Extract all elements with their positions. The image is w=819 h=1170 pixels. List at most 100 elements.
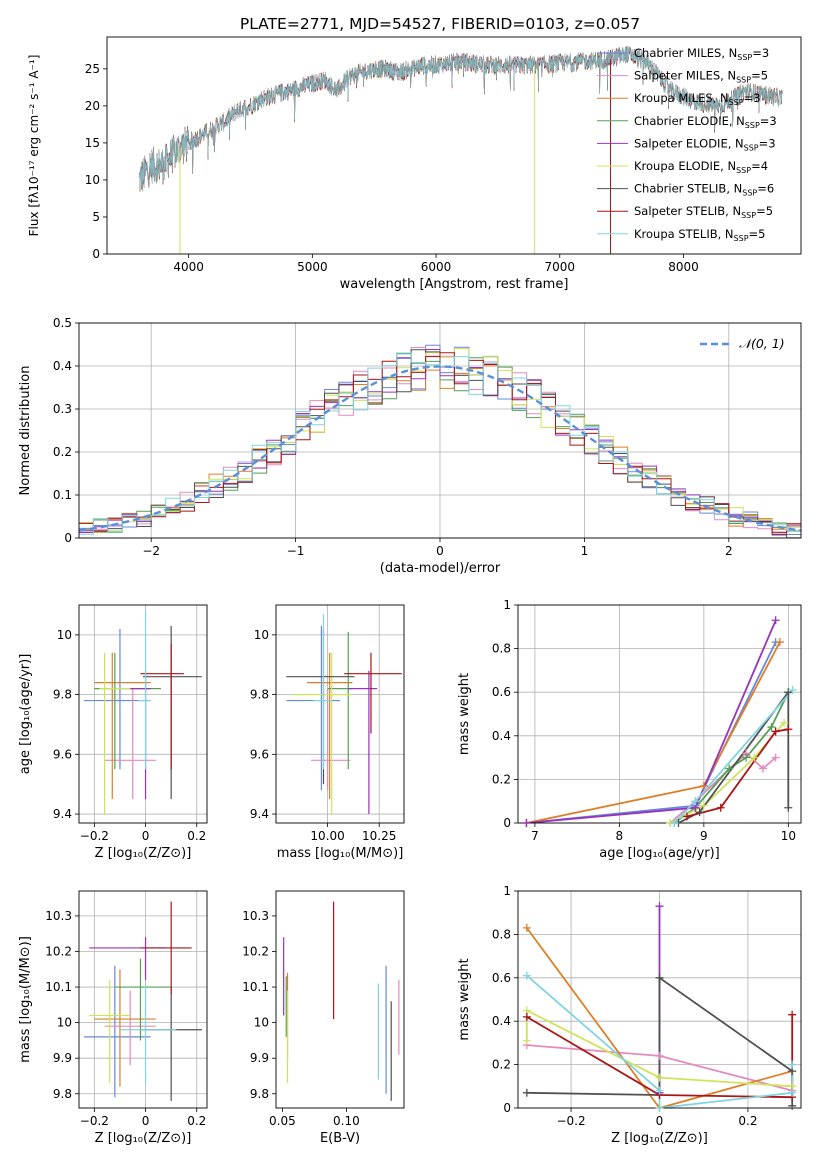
x-tick-label: −0.2 [80,1114,109,1128]
x-tick-label: 7000 [544,260,575,274]
axes-frame [517,604,802,824]
weight-marker [691,797,700,806]
weight-marker [522,1036,531,1045]
panel-residuals: −2 −1 0 1 2 0 0.1 0.2 0.3 0.4 0.5 (data-model)/erro… [18,316,802,576]
y-tick-label: 10 [254,1016,269,1030]
normal-curve [79,365,801,532]
x-axis-label: mass [log₁₀(M/M⊙)] [277,846,404,861]
x-tick-label: 10.25 [362,829,396,843]
y-tick-label: 9.9 [53,1051,72,1065]
weight-marker [655,973,664,982]
legend: 𝒩(0, 1) [700,336,785,351]
y-tick-label: 0.6 [492,685,511,699]
x-tick-label: 0.05 [269,1114,296,1128]
y-tick-label: 10.2 [45,944,72,958]
weight-marker [699,801,708,810]
weight-marker [784,803,793,812]
legend-entry: 𝒩(0, 1) [739,336,785,351]
x-axis-label: E(B-V) [320,1131,360,1146]
y-tick-label: 0.2 [492,1058,511,1072]
plot-area [84,901,202,1101]
x-tick-label: 10 [781,829,796,843]
x-tick-label: 0 [436,544,444,558]
y-tick-label: 10.3 [242,909,269,923]
weight-marker [784,725,793,734]
legend-entry: Salpeter ELODIE, NSSP=3 [634,136,776,152]
x-tick-label: 0.2 [738,1114,757,1128]
y-tick-label: 0.4 [492,729,511,743]
y-tick-label: 0.1 [53,488,72,502]
y-tick-label: 0 [64,531,72,545]
legend-entry: Chabrier ELODIE, NSSP=3 [634,114,777,130]
weight-marker [750,753,759,762]
y-axis-label: mass weight [457,673,472,755]
weight-series [673,691,790,823]
y-tick-label: 9.6 [53,747,72,761]
weight-marker [775,638,784,647]
y-tick-label: 10 [57,628,72,642]
plot-area [283,901,400,1101]
y-tick-label: 9.8 [250,1087,269,1101]
weight-marker [682,812,691,821]
weight-marker [655,1086,664,1095]
weight-marker [522,1012,531,1021]
y-tick-label: 0 [503,816,511,830]
legend-entry: Salpeter MILES, NSSP=5 [634,69,768,85]
weight-marker [716,803,725,812]
y-tick-label: 9.4 [250,807,269,821]
weight-marker [670,819,679,827]
plot-area [79,344,801,538]
legend-entry: Chabrier STELIB, NSSP=6 [634,182,774,198]
panel-mass-vs-EBV: 0.05 0.10 9.8 9.9 10 10.1 10.2 10.3 E(B-V) [242,890,405,1146]
weight-marker [784,688,793,697]
panel-age-vs-Z: −0.2 0 0.2 9.4 9.6 9.8 10 Z [log₁₀(Z/Z⊙)] age [l… [18,604,208,861]
y-axis-label: Normed distribution [18,366,33,496]
panel-mass-vs-Z: −0.2 0 0.2 9.8 9.9 10 10.1 10.2 10.3 Z [log₁₀(Z/Z… [18,890,208,1146]
axes-frame [78,604,208,824]
y-tick-label: 0.4 [492,1014,511,1028]
y-tick-label: 9.8 [53,688,72,702]
weight-marker [767,723,776,732]
y-tick-label: 0.8 [492,642,511,656]
y-axis-label: Flux [fλ10⁻¹⁷ erg cm⁻² s⁻¹ A⁻¹] [27,55,41,237]
y-tick-label: 0 [92,247,100,261]
x-tick-label: 8000 [668,260,699,274]
y-tick-label: 10 [254,628,269,642]
weight-marker [771,753,780,762]
y-tick-label: 10.3 [45,909,72,923]
weight-marker [522,1088,531,1097]
x-tick-label: 8 [616,829,624,843]
weight-marker [655,1104,664,1112]
weight-marker [780,718,789,727]
axes-frame [106,36,802,255]
y-tick-label: 15 [85,136,100,150]
weight-marker [788,1101,797,1110]
x-axis-label: (data-model)/error [380,561,501,576]
legend-entry: Chabrier MILES, NSSP=3 [634,46,769,62]
y-tick-label: 10 [57,1016,72,1030]
x-tick-label: 5000 [297,260,328,274]
x-tick-label: 4000 [173,260,204,274]
x-tick-label: 7 [531,829,539,843]
x-tick-label: 6000 [421,260,452,274]
weight-marker [725,764,734,773]
y-tick-label: 0.2 [53,445,72,459]
x-tick-label: −2 [142,544,160,558]
weight-marker [788,1060,797,1069]
y-axis-label: mass weight [457,958,472,1040]
x-tick-label: 0 [142,1114,150,1128]
weight-marker [522,971,531,980]
weight-series [686,728,789,818]
y-tick-label: 10.2 [242,944,269,958]
weight-marker [788,686,797,695]
panel-age-vs-mass: 10.00 10.25 9.4 9.6 9.8 10 mass [log₁₀(M/M⊙)] [250,604,405,861]
y-tick-label: 0.5 [53,316,72,330]
y-axis-label: age [log₁₀(age/yr)] [18,654,33,775]
x-tick-label: 0.2 [187,1114,206,1128]
y-tick-label: 0.8 [492,927,511,941]
weight-marker [655,1073,664,1082]
y-tick-label: 10 [85,173,100,187]
axes-frame [275,604,405,824]
axes-frame [78,890,208,1109]
y-tick-label: 10.1 [45,980,72,994]
